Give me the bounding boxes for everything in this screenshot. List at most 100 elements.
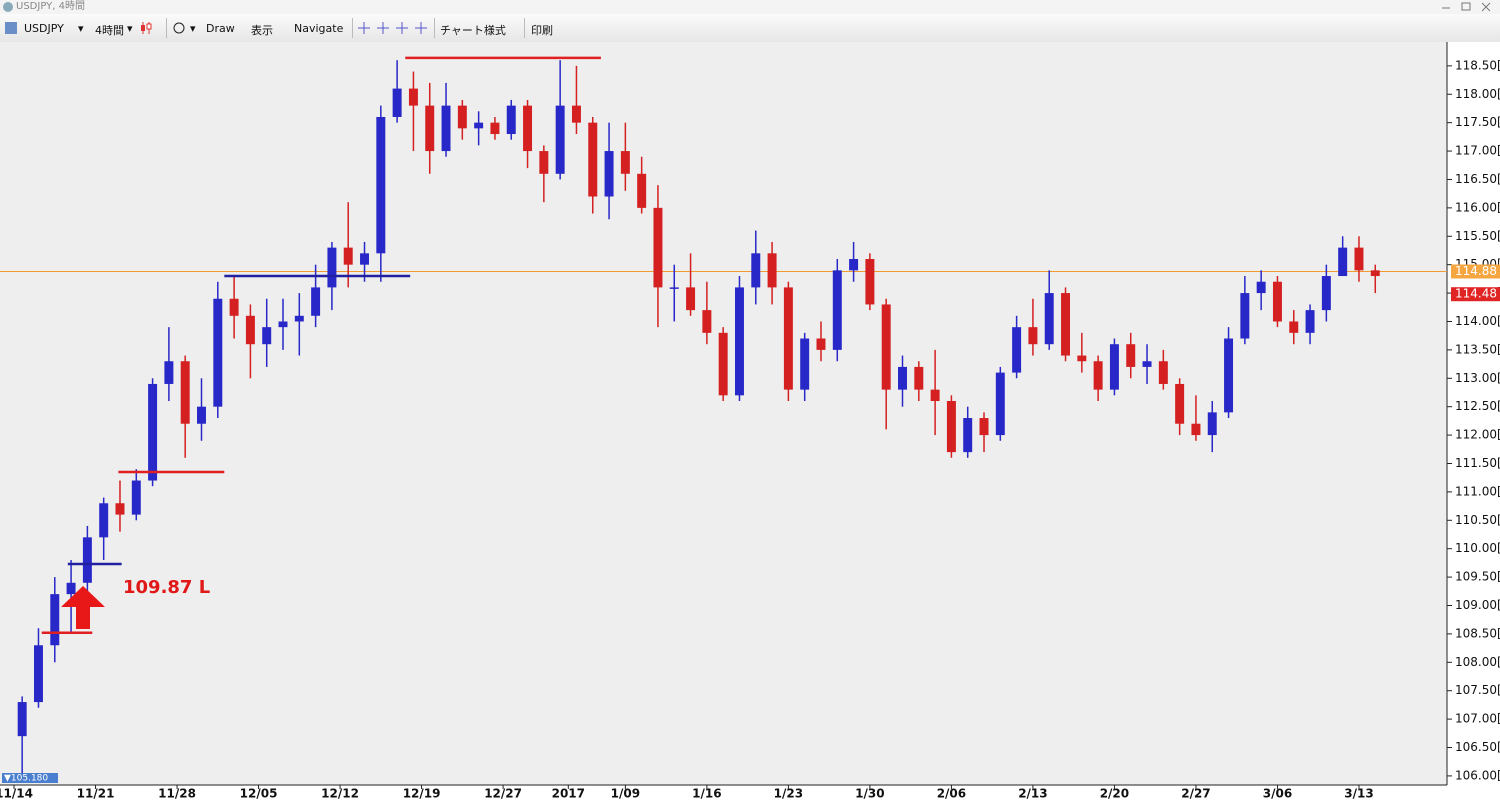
x-tick-label: 2/13 (1018, 787, 1047, 801)
candle-body (33, 645, 43, 703)
candle-body (50, 594, 60, 646)
candle-body (213, 298, 223, 407)
entry-arrow (61, 586, 105, 629)
candle-body (197, 406, 206, 424)
dropdown[interactable]: ▾ (190, 22, 196, 35)
navigate-menu[interactable]: Navigate (294, 22, 344, 35)
candle-body (539, 151, 549, 174)
x-tick-label: 3/06 (1263, 787, 1292, 801)
separator (524, 18, 525, 38)
candle-body (555, 105, 565, 174)
x-tick-label: 3/13 (1344, 787, 1373, 801)
candle-body (1126, 344, 1136, 367)
x-tick-label: 1/23 (774, 787, 803, 801)
candle-body (849, 258, 859, 271)
x-tick-label: 12/05 (240, 787, 278, 801)
candle-body (767, 253, 777, 288)
y-tick-label: 111.50[0 (1455, 456, 1500, 470)
candle-body (588, 122, 598, 197)
view-menu[interactable]: 表示 (251, 24, 273, 37)
dropdown[interactable]: ▾ (127, 22, 133, 35)
candle-body (686, 287, 696, 311)
price-label: 114.88 (1455, 264, 1497, 278)
candle-body (1109, 344, 1119, 390)
y-tick-label: 116.50[0 (1455, 172, 1500, 186)
y-tick-label: 113.50[0 (1455, 342, 1500, 356)
candle-body (1012, 327, 1022, 373)
x-tick-label: 11/28 (158, 787, 196, 801)
y-tick-label: 117.00[0 (1455, 144, 1500, 158)
candle-body (311, 287, 321, 316)
candle-body (1224, 338, 1234, 413)
candle-body (1061, 293, 1071, 356)
chart-style-menu[interactable]: チャート様式 (440, 24, 506, 37)
candle-body (294, 315, 304, 322)
low-marker-label: ▼105.180 (4, 774, 48, 784)
candle-body (816, 338, 826, 350)
candle-body (1028, 327, 1038, 345)
candle-body (979, 418, 989, 436)
x-tick-label: 2/20 (1100, 787, 1129, 801)
candle-icon[interactable] (138, 20, 154, 36)
candle-body (1142, 361, 1152, 367)
y-tick-label: 118.00[0 (1455, 87, 1500, 101)
plot-area (0, 42, 1447, 785)
y-tick-label: 115.50[0 (1455, 229, 1500, 243)
x-tick-label: 1/16 (692, 787, 721, 801)
price-label: 114.48 (1455, 287, 1497, 301)
candle-body (360, 253, 370, 265)
candle-body (571, 105, 581, 123)
print-menu[interactable]: 印刷 (531, 24, 553, 37)
candle-body (1158, 361, 1168, 384)
y-tick-label: 117.50[0 (1455, 115, 1500, 129)
price-label-box (1451, 264, 1500, 279)
candle-body (17, 702, 27, 737)
candle-body (1191, 423, 1201, 436)
x-tick-label: 2/06 (937, 787, 966, 801)
candle-body (653, 207, 663, 288)
candle-body (620, 151, 630, 174)
candle-body (457, 105, 467, 129)
candle-body (180, 361, 190, 424)
x-tick-label: 11/14 (0, 787, 33, 801)
chart: 106.00[0 106.50[0 107.00[0 107.50[0 108.00[0… (0, 42, 1500, 801)
y-tick-label: 106.50[0 (1455, 740, 1500, 754)
x-tick-label: 1/30 (855, 787, 884, 801)
x-tick-label: 1/09 (611, 787, 640, 801)
y-tick-label: 110.50[0 (1455, 513, 1500, 527)
timeframe-select[interactable]: 4時間 (95, 24, 124, 37)
candle-body (523, 105, 533, 152)
y-tick-label: 106.00[0 (1455, 768, 1500, 782)
candle-body (702, 310, 712, 333)
y-tick-label: 113.00[0 (1455, 371, 1500, 385)
candle-body (343, 247, 353, 265)
x-tick-label: 12/19 (403, 787, 441, 801)
candle-body (604, 151, 614, 197)
candle-body (734, 287, 744, 396)
candle-body (1321, 276, 1331, 311)
candle-body (278, 321, 288, 328)
y-tick-label: 114.00[0 (1455, 314, 1500, 328)
candle-body (1093, 361, 1103, 390)
candle-body (865, 258, 875, 305)
candle-body (914, 366, 924, 390)
y-tick-label: 107.50[0 (1455, 683, 1500, 697)
candle-body (963, 418, 973, 453)
candle-body (490, 122, 500, 135)
candle-body (164, 361, 174, 384)
symbol-select[interactable]: USDJPY (24, 22, 64, 35)
y-tick-label: 108.50[0 (1455, 626, 1500, 640)
candle-body (1044, 293, 1054, 345)
shape-tool[interactable] (172, 21, 186, 35)
time-axis (0, 785, 1447, 801)
candle-body (930, 389, 940, 402)
zoom-tools[interactable] (356, 20, 432, 36)
toolbar: USDJPY ▾ 4時間 ▾ ▾ Draw 表示 Navigate チャート様式… (0, 14, 1500, 43)
dropdown[interactable]: ▾ (78, 22, 84, 35)
window-controls[interactable] (1436, 0, 1496, 14)
draw-menu[interactable]: Draw (206, 22, 235, 35)
price-label-box (1451, 287, 1500, 302)
candle-body (327, 247, 337, 288)
candle-body (783, 287, 793, 390)
